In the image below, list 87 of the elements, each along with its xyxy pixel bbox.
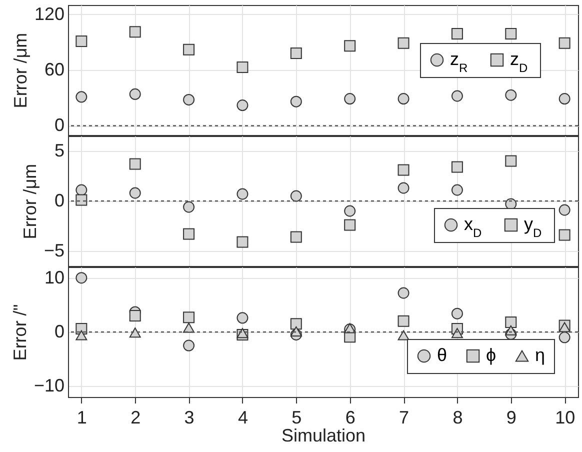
x-tick-label: 1 xyxy=(76,408,87,428)
point xyxy=(558,229,570,241)
point xyxy=(398,330,410,340)
point xyxy=(451,28,463,40)
point xyxy=(290,96,302,108)
x-tick-label: 5 xyxy=(292,408,302,428)
point xyxy=(129,328,141,338)
y-axis-title: Error /" xyxy=(10,304,30,361)
point xyxy=(558,322,570,332)
point xyxy=(398,315,410,327)
legend-label: z$_{R}$ xyxy=(450,49,468,75)
point xyxy=(558,204,570,216)
point xyxy=(183,94,195,106)
point xyxy=(129,187,141,199)
x-tick-label: 4 xyxy=(238,408,248,428)
point xyxy=(505,89,517,101)
point xyxy=(344,219,356,231)
legend-label: θ xyxy=(437,345,448,365)
point xyxy=(451,328,463,338)
point xyxy=(236,236,248,248)
point xyxy=(344,93,356,105)
point xyxy=(183,312,195,324)
point xyxy=(76,194,88,206)
point xyxy=(505,155,517,167)
point xyxy=(290,326,302,336)
y-tick-label: 5 xyxy=(54,140,64,160)
point xyxy=(236,188,248,200)
point xyxy=(290,231,302,243)
y-tick-label: −10 xyxy=(34,376,64,396)
legend-label: η xyxy=(535,345,546,365)
point xyxy=(183,201,195,213)
point xyxy=(76,184,88,196)
x-tick-label: 9 xyxy=(506,408,516,428)
y-tick-label: 0 xyxy=(54,322,64,342)
point xyxy=(129,158,141,170)
x-tick-label: 10 xyxy=(555,408,576,428)
y-tick-label: 0 xyxy=(54,115,64,136)
point xyxy=(398,287,410,299)
point xyxy=(236,312,248,324)
legend-label: ϕ xyxy=(486,345,496,365)
point xyxy=(76,330,88,340)
point xyxy=(236,61,248,73)
y-tick-label: 60 xyxy=(44,60,64,80)
x-tick-label: 6 xyxy=(345,408,356,428)
point xyxy=(290,318,302,330)
point xyxy=(451,161,463,173)
point xyxy=(558,37,570,49)
point xyxy=(76,35,88,47)
point xyxy=(505,325,517,336)
legend-label: z$_{D}$ xyxy=(510,49,528,75)
point xyxy=(236,100,248,112)
y-tick-label: 10 xyxy=(44,267,64,288)
x-tick-label: 8 xyxy=(452,408,463,428)
x-axis-title: Simulation xyxy=(281,426,366,446)
point xyxy=(290,190,302,202)
point xyxy=(183,228,195,240)
point xyxy=(558,332,570,344)
point xyxy=(398,37,410,49)
point xyxy=(398,93,410,105)
point xyxy=(183,44,195,56)
y-axis-title: Error /μm xyxy=(10,32,30,108)
point xyxy=(505,316,517,328)
point xyxy=(344,205,356,217)
point xyxy=(451,184,463,196)
x-tick-label: 7 xyxy=(399,408,410,428)
y-tick-label: 0 xyxy=(54,190,64,210)
point xyxy=(451,90,463,102)
y-tick-label: 120 xyxy=(34,4,64,24)
point xyxy=(76,91,88,103)
point xyxy=(129,310,141,322)
point xyxy=(398,182,410,194)
x-tick-label: 3 xyxy=(184,408,194,428)
y-axis-title: Error /μm xyxy=(20,164,40,240)
point xyxy=(398,164,410,176)
point xyxy=(451,308,463,320)
y-tick-label: −5 xyxy=(44,240,64,260)
x-tick-label: 2 xyxy=(130,408,141,428)
point xyxy=(129,26,141,38)
point xyxy=(505,28,517,40)
legend-label: x$_{D}$ xyxy=(464,214,482,240)
point xyxy=(183,340,195,352)
point xyxy=(76,272,88,284)
legend-label: y$_{D}$ xyxy=(524,214,542,240)
point xyxy=(290,48,302,60)
point xyxy=(129,88,141,100)
point xyxy=(558,93,570,105)
point xyxy=(344,40,356,52)
